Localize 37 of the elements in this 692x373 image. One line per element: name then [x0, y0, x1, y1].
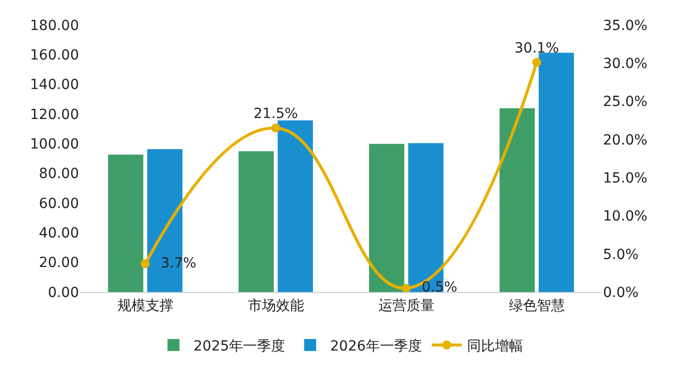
y-tick-label: 80.00: [38, 166, 79, 182]
y-tick-label: 60.00: [38, 196, 79, 212]
legend-label: 2026年一季度: [330, 338, 422, 354]
y-tick-label: 0.00: [48, 284, 79, 301]
y2-tick-label: 15.0%: [603, 170, 648, 186]
y2-tick-label: 10.0%: [603, 208, 648, 225]
y2-tick-label: 0.0%: [603, 284, 639, 301]
point: [140, 259, 150, 268]
legend-label: 2025年一季度: [194, 338, 286, 354]
x-tick-label: 规模支撑: [117, 298, 174, 314]
y-tick-label: 140.00: [30, 77, 79, 94]
legend-label: 同比增幅: [466, 338, 523, 354]
y-tick-label: 160.00: [30, 48, 79, 64]
y-tick-label: 120.00: [30, 106, 79, 123]
data-label: 21.5%: [244, 106, 307, 122]
y-tick-label: 40.00: [38, 226, 79, 242]
point: [532, 58, 542, 67]
y2-tick-label: 35.0%: [603, 18, 648, 34]
bar: [538, 52, 574, 292]
point: [402, 284, 411, 293]
y-tick-label: 180.00: [30, 18, 79, 34]
y-tick-label: 100.00: [30, 136, 79, 153]
point: [271, 123, 280, 132]
bar: [278, 120, 313, 292]
x-tick-label: 运营质量: [378, 298, 434, 314]
bar: [500, 108, 535, 292]
y-tick-label: 20.00: [38, 255, 79, 272]
data-label: 30.1%: [506, 40, 568, 56]
bar: [238, 151, 274, 292]
bar: [369, 144, 404, 292]
y2-tick-label: 20.0%: [603, 132, 648, 148]
x-tick-label: 绿色智慧: [508, 298, 565, 314]
x-tick-label: 市场效能: [248, 298, 304, 314]
bar: [108, 154, 144, 292]
y2-tick-label: 30.0%: [603, 56, 648, 72]
y2-tick-label: 5.0%: [603, 246, 639, 263]
y2-tick-label: 25.0%: [603, 94, 648, 110]
